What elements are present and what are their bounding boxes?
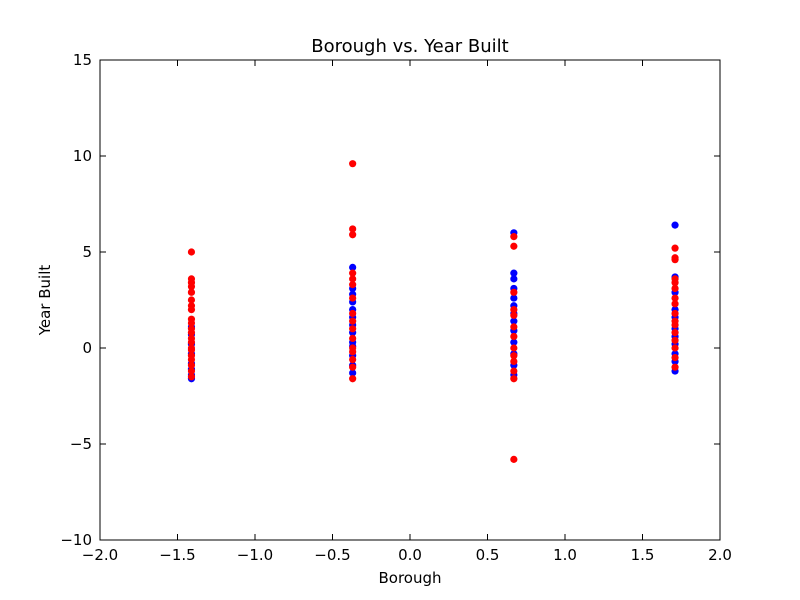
scatter-point (349, 317, 357, 325)
scatter-point (349, 231, 357, 239)
scatter-point (187, 344, 196, 352)
y-tick-label: 0 (82, 339, 92, 357)
ticks-layer: −2.0 −1.5 −1.0 −0.5 0.0 0.5 1.0 1.5 2.0 −10 −5 0 5 10… (60, 51, 732, 564)
scatter-point (671, 221, 679, 229)
x-tick-label: 2.0 (708, 546, 732, 564)
scatter-point (671, 244, 679, 252)
scatter-point (349, 294, 357, 302)
x-tick-label: 0.0 (398, 546, 422, 564)
scatter-point (349, 281, 357, 289)
x-tick-label: −1.5 (159, 546, 195, 564)
scatter-point (187, 352, 196, 360)
scatter-point (187, 334, 196, 342)
scatter-point (671, 363, 679, 371)
y-tick-label: 5 (82, 243, 92, 261)
scatter-point (510, 317, 518, 325)
scatter-point (187, 373, 196, 381)
scatter-point (510, 455, 518, 463)
scatter-point (349, 269, 357, 277)
scatter-point (349, 369, 357, 377)
scatter-point (671, 336, 679, 344)
scatter-point (510, 352, 518, 360)
y-tick-label: −5 (70, 435, 92, 453)
scatter-point (671, 284, 679, 293)
scatter-point (187, 367, 196, 375)
y-tick-label: 10 (73, 147, 92, 165)
points-layer (187, 160, 679, 463)
scatter-point (187, 288, 196, 296)
x-tick-label: 0.5 (476, 546, 500, 564)
scatter-point (349, 225, 357, 233)
x-tick-label: 1.5 (631, 546, 655, 564)
scatter-point (187, 302, 196, 310)
scatter-point (349, 355, 357, 364)
y-tick-label: −10 (60, 531, 92, 549)
scatter-point (510, 242, 518, 250)
scatter-point (671, 275, 679, 283)
scatter-point (349, 375, 357, 383)
scatter-point (671, 300, 679, 308)
scatter-point (510, 344, 518, 352)
scatter-point (510, 332, 518, 341)
scatter-point (510, 311, 518, 319)
scatter-point (510, 233, 518, 241)
scatter-point (510, 357, 518, 366)
x-tick-label: −0.5 (314, 546, 350, 564)
y-tick-label: 15 (73, 51, 92, 69)
scatter-point (187, 248, 196, 256)
scatter-point (187, 361, 196, 369)
scatter-point (349, 263, 357, 271)
x-axis-label: Borough (378, 569, 441, 587)
scatter-point (187, 315, 196, 323)
scatter-point (187, 325, 196, 333)
scatter-point (349, 344, 357, 352)
scatter-point (671, 294, 679, 302)
scatter-point (349, 309, 357, 318)
x-tick-label: 1.0 (553, 546, 577, 564)
chart-title: Borough vs. Year Built (311, 36, 508, 57)
scatter-point (187, 275, 196, 283)
scatter-point (671, 254, 679, 262)
scatter-point (349, 275, 357, 283)
scatter-point (671, 354, 679, 362)
scatter-point (671, 329, 679, 337)
scatter-point (349, 363, 357, 371)
scatter-point (671, 309, 679, 318)
scatter-point (349, 325, 357, 333)
scatter-point (671, 344, 679, 352)
scatter-point (510, 288, 518, 296)
scatter-point (349, 160, 357, 168)
scatter-point (510, 323, 518, 331)
scatter-point (510, 375, 518, 383)
scatter-point (187, 296, 196, 304)
scatter-point (510, 294, 518, 302)
scatter-point (510, 269, 518, 277)
y-axis-label: Year Built (36, 265, 54, 337)
scatter-point (510, 367, 518, 375)
x-tick-label: −2.0 (82, 546, 118, 564)
scatter-point (671, 317, 679, 325)
scatter-point (510, 275, 518, 283)
scatter-point (510, 338, 518, 346)
scatter-point (510, 306, 518, 314)
scatter-point (349, 334, 357, 342)
x-tick-label: −1.0 (237, 546, 273, 564)
